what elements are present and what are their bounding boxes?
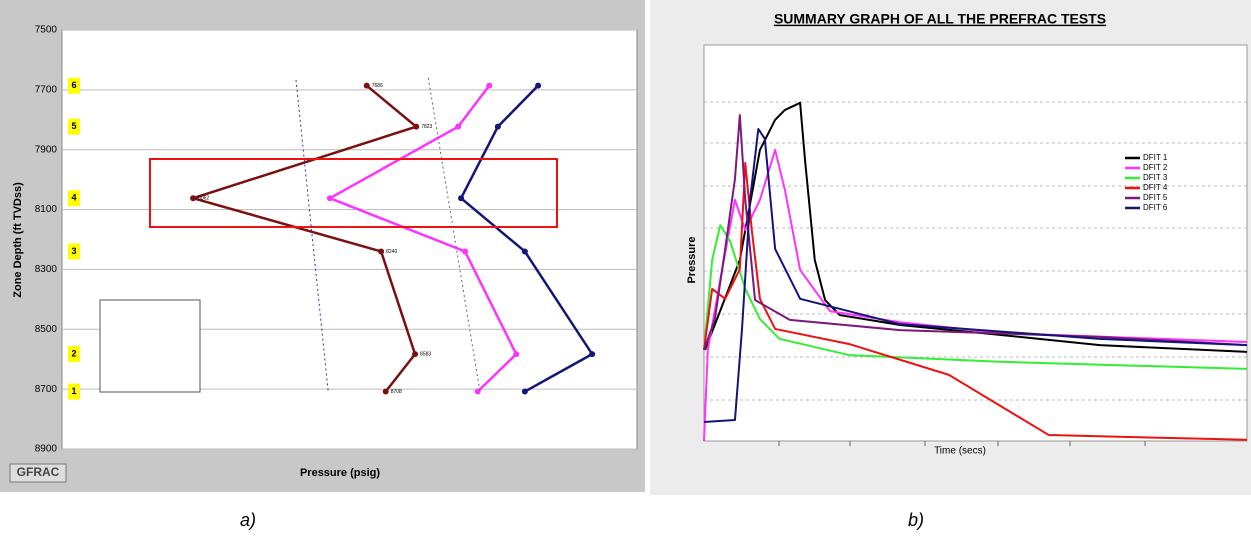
point-label: 8240	[386, 249, 397, 255]
y-axis-label: Zone Depth (ft TVDss)	[12, 182, 24, 298]
zone-box	[68, 77, 80, 94]
chart-title: SUMMARY GRAPH OF ALL THE PREFRAC TESTS	[774, 11, 1106, 27]
point	[589, 351, 596, 358]
point-label: 8583	[420, 351, 431, 357]
legend-label: DFIT 3	[1143, 173, 1168, 182]
legend-label: DFIT 2	[1143, 163, 1168, 172]
series-line	[295, 79, 329, 392]
logo: GFRAC	[17, 465, 60, 479]
series-line	[703, 224, 1248, 370]
series-line	[328, 84, 518, 393]
series-line	[459, 84, 594, 393]
point	[494, 123, 501, 130]
y-tick-label: 8900	[35, 444, 58, 455]
zone-box	[68, 346, 80, 363]
point	[521, 248, 528, 255]
point-label: 8062	[198, 196, 209, 202]
point-label: 8708	[391, 389, 402, 395]
point	[486, 82, 493, 89]
point	[513, 351, 520, 358]
series-line	[703, 114, 1248, 351]
point	[190, 195, 197, 202]
point	[458, 195, 465, 202]
zone-box	[68, 190, 80, 207]
point	[413, 123, 420, 130]
zone-label: 6	[71, 80, 76, 90]
point	[382, 388, 389, 395]
highlight-box	[149, 158, 558, 228]
y-tick-label: 8100	[35, 204, 58, 215]
legend-label: DFIT 1	[1143, 153, 1168, 162]
y-axis-label: Pressure	[686, 236, 698, 283]
point	[521, 388, 528, 395]
point	[326, 195, 333, 202]
x-ticks-b	[778, 441, 1146, 446]
zone-label: 1	[71, 386, 76, 396]
plot-area-b	[703, 44, 1248, 442]
x-axis-label: Time (secs)	[934, 446, 986, 457]
x-axis-label: Pressure (psig)	[300, 467, 380, 479]
point	[462, 248, 469, 255]
zone-box	[68, 243, 80, 260]
legend-label: DFIT 6	[1143, 203, 1168, 212]
series-line	[703, 127, 1248, 423]
point	[455, 123, 462, 130]
point	[363, 82, 370, 89]
zone-label: 2	[71, 349, 76, 359]
zone-box	[68, 118, 80, 135]
caption: b)	[908, 510, 924, 530]
y-tick-label: 7900	[35, 144, 58, 155]
y-tick-label: 8700	[35, 384, 58, 395]
point-label: 7686	[372, 83, 383, 89]
y-tick-label: 8300	[35, 264, 58, 275]
series-line	[191, 84, 418, 393]
y-tick-label: 8500	[35, 324, 58, 335]
legend-box	[99, 299, 201, 393]
series-line	[703, 162, 1248, 441]
point	[535, 82, 542, 89]
legend-label: DFIT 5	[1143, 193, 1168, 202]
y-tick-label: 7500	[35, 25, 58, 36]
point	[412, 351, 419, 358]
zone-label: 5	[71, 121, 76, 131]
logo-box	[9, 463, 67, 483]
caption: a)	[240, 510, 256, 530]
zone-label: 4	[71, 193, 76, 203]
point-label: 7823	[421, 124, 432, 130]
series-line	[427, 77, 481, 392]
grid-b	[704, 101, 1247, 401]
y-tick-label: 7700	[35, 84, 58, 95]
legend-label: DFIT 4	[1143, 183, 1168, 192]
point	[378, 248, 385, 255]
zone-label: 3	[71, 246, 76, 256]
zone-box	[68, 383, 80, 400]
